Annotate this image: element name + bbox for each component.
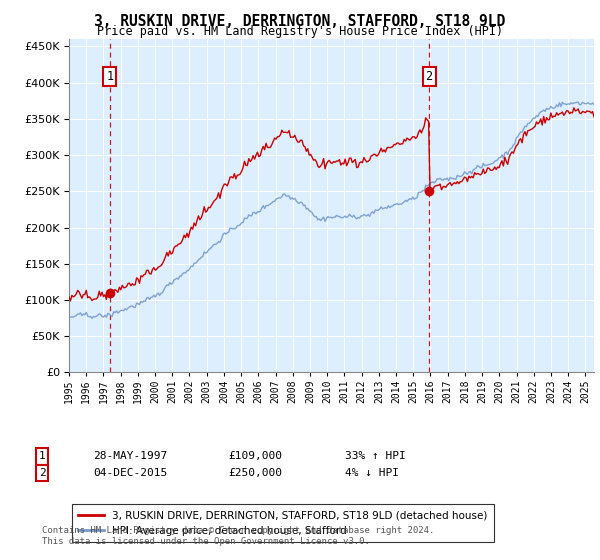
Text: Contains HM Land Registry data © Crown copyright and database right 2024.
This d: Contains HM Land Registry data © Crown c… — [42, 526, 434, 546]
Text: 3, RUSKIN DRIVE, DERRINGTON, STAFFORD, ST18 9LD: 3, RUSKIN DRIVE, DERRINGTON, STAFFORD, S… — [94, 14, 506, 29]
Text: 4% ↓ HPI: 4% ↓ HPI — [345, 468, 399, 478]
Text: 28-MAY-1997: 28-MAY-1997 — [93, 451, 167, 461]
Text: £109,000: £109,000 — [228, 451, 282, 461]
Text: 1: 1 — [38, 451, 46, 461]
Legend: 3, RUSKIN DRIVE, DERRINGTON, STAFFORD, ST18 9LD (detached house), HPI: Average p: 3, RUSKIN DRIVE, DERRINGTON, STAFFORD, S… — [71, 504, 494, 542]
Text: £250,000: £250,000 — [228, 468, 282, 478]
Text: 33% ↑ HPI: 33% ↑ HPI — [345, 451, 406, 461]
Text: 1: 1 — [106, 71, 113, 83]
Text: 04-DEC-2015: 04-DEC-2015 — [93, 468, 167, 478]
Text: Price paid vs. HM Land Registry's House Price Index (HPI): Price paid vs. HM Land Registry's House … — [97, 25, 503, 38]
Text: 2: 2 — [38, 468, 46, 478]
Text: 2: 2 — [425, 71, 433, 83]
